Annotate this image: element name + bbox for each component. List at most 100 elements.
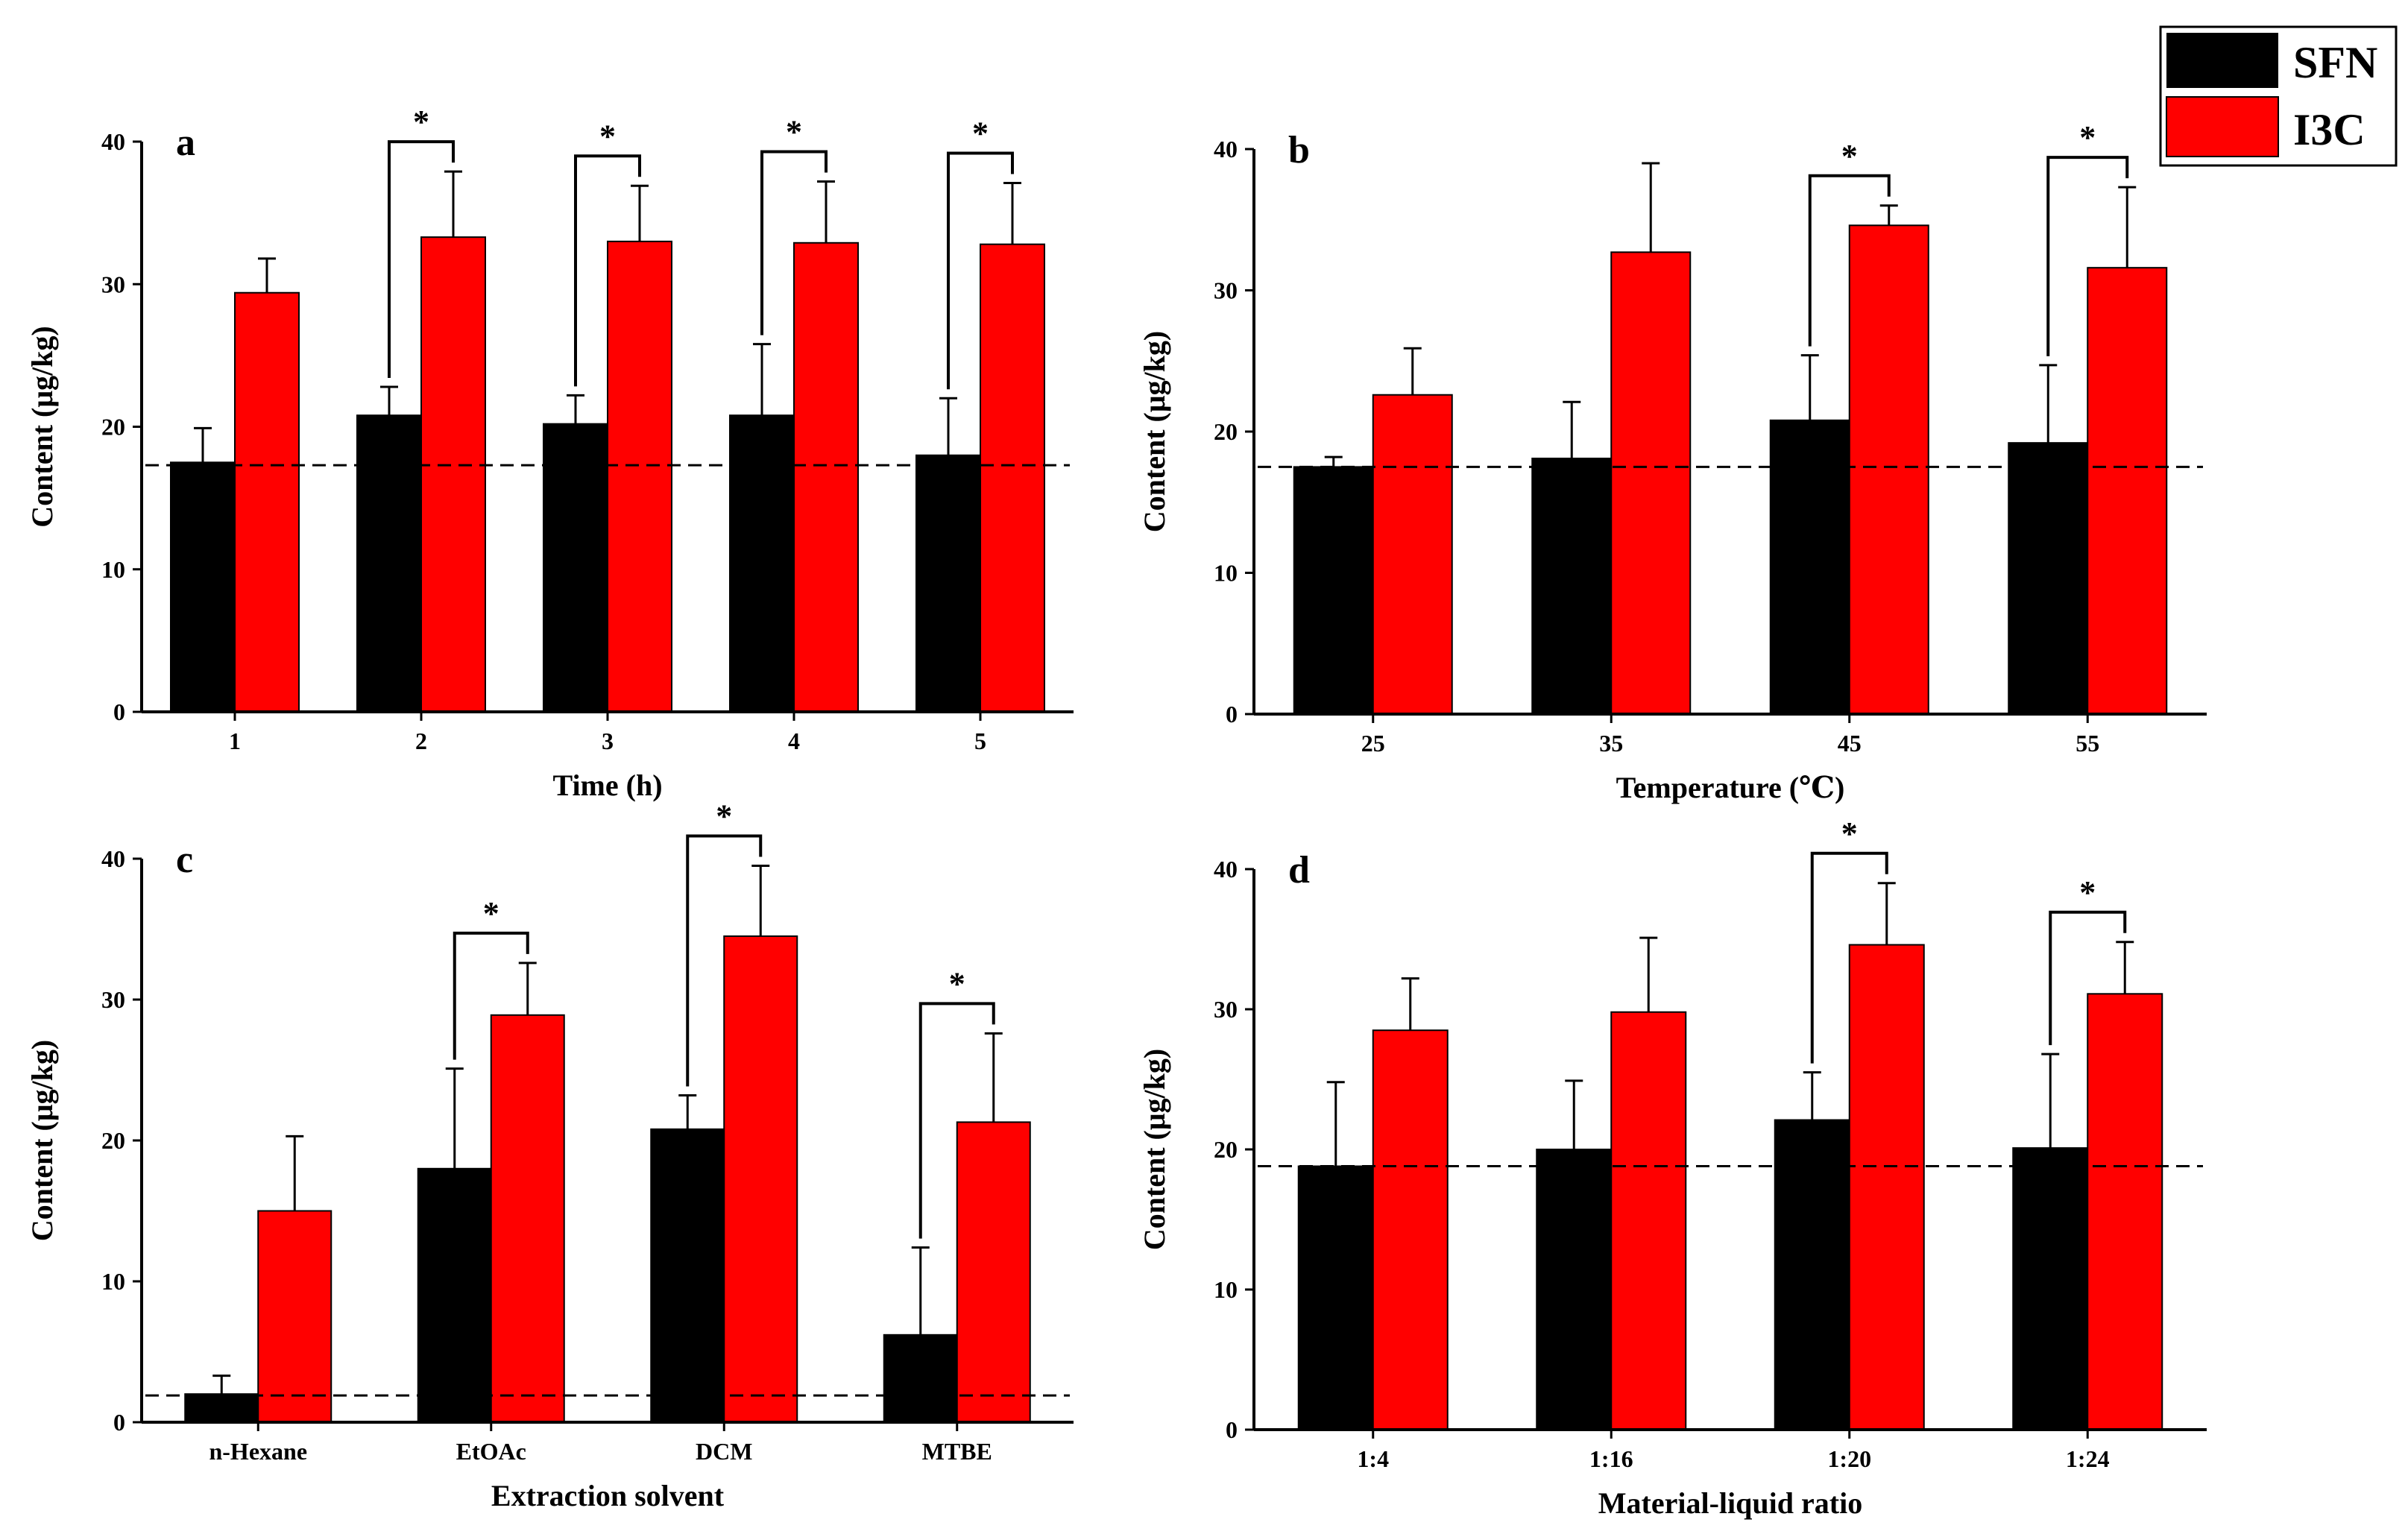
x-tick-label-DCM: DCM (696, 1438, 752, 1465)
y-tick-label-30: 30 (1214, 277, 1238, 304)
significance-star-1:24: * (2079, 874, 2096, 911)
x-tick-label-5: 5 (974, 728, 986, 754)
x-tick-label-1: 1 (229, 728, 241, 754)
bar-sfn-1:16 (1536, 1149, 1613, 1430)
significance-star-MTBE: * (949, 965, 965, 1002)
y-tick-label-40: 40 (101, 128, 125, 155)
x-tick-label-1:16: 1:16 (1589, 1445, 1633, 1472)
y-tick-label-20: 20 (101, 414, 125, 441)
bar-i3c-MTBE (956, 1121, 1031, 1424)
bar-i3c-45 (1848, 224, 1929, 715)
bar-sfn-n-Hexane (184, 1393, 259, 1423)
legend-swatch-i3c (2166, 96, 2279, 157)
panel-d: * * 0 10 20 30 40 1:4 1:16 1:20 1:24 Material-liqui… (1138, 815, 2207, 1520)
y-tick-label-30: 30 (101, 986, 125, 1013)
bar-sfn-45 (1769, 419, 1850, 716)
bar-sfn-5 (915, 454, 981, 713)
x-tick-label-1:20: 1:20 (1827, 1445, 1871, 1472)
x-tick-label-MTBE: MTBE (922, 1438, 992, 1465)
y-tick-label-0: 0 (113, 698, 125, 725)
panel-letter: a (176, 121, 195, 164)
panel-letter: c (176, 839, 193, 881)
significance-star-2: * (413, 104, 429, 140)
legend: SFN I3C (2159, 25, 2398, 167)
significance-bracket-3 (574, 154, 641, 387)
y-axis-title: Content (μg/kg) (25, 326, 59, 527)
bar-i3c-EtOAc (490, 1014, 565, 1424)
significance-star-5: * (972, 115, 989, 151)
y-tick-label-0: 0 (113, 1409, 125, 1436)
bar-sfn-55 (2008, 442, 2089, 715)
bar-sfn-MTBE (883, 1334, 958, 1423)
bar-sfn-1:24 (2012, 1147, 2089, 1430)
significance-star-55: * (2079, 119, 2096, 156)
y-tick-label-10: 10 (101, 1268, 125, 1295)
bar-i3c-2 (420, 236, 486, 713)
y-tick-label-10: 10 (1214, 1276, 1238, 1303)
bar-i3c-5 (980, 243, 1045, 713)
x-tick-label-2: 2 (415, 728, 427, 754)
x-axis-title: Extraction solvent (491, 1479, 725, 1512)
bar-i3c-1 (234, 291, 300, 713)
y-tick-label-30: 30 (101, 271, 125, 297)
significance-star-1:20: * (1841, 815, 1858, 852)
bar-i3c-55 (2087, 267, 2168, 715)
bar-sfn-2 (356, 414, 422, 713)
y-axis-title: Content (μg/kg) (1138, 331, 1171, 532)
x-tick-label-45: 45 (1838, 730, 1862, 757)
y-tick-label-20: 20 (1214, 418, 1238, 445)
significance-bracket-45 (1808, 174, 1891, 347)
y-tick-label-10: 10 (101, 556, 125, 583)
y-tick-label-0: 0 (1226, 701, 1238, 728)
significance-star-3: * (599, 118, 616, 154)
bar-i3c-DCM (723, 935, 798, 1423)
significance-bracket-1:20 (1810, 851, 1888, 1064)
panel-c: * * * 0 10 20 30 40 n-Hexane EtOAc DCM MTBE Extracti… (25, 798, 1074, 1512)
x-tick-label-n-Hexane: n-Hexane (209, 1438, 307, 1465)
y-tick-label-30: 30 (1214, 996, 1238, 1023)
y-tick-label-40: 40 (1214, 136, 1238, 162)
y-tick-label-20: 20 (1214, 1136, 1238, 1163)
significance-star-DCM: * (716, 798, 732, 834)
bar-sfn-1 (170, 461, 236, 713)
bar-i3c-25 (1372, 394, 1453, 715)
bar-i3c-1:24 (2087, 993, 2163, 1430)
x-axis-title: Time (h) (552, 768, 662, 802)
significance-bracket-55 (2046, 156, 2129, 356)
bar-i3c-1:16 (1610, 1011, 1687, 1430)
y-tick-label-40: 40 (101, 845, 125, 872)
x-tick-label-EtOAc: EtOAc (456, 1438, 526, 1465)
y-axis-title: Content (μg/kg) (25, 1040, 59, 1241)
x-tick-label-35: 35 (1599, 730, 1623, 757)
significance-bracket-EtOAc (453, 931, 529, 1060)
bar-i3c-4 (793, 242, 859, 713)
significance-bracket-1:24 (2049, 910, 2127, 1046)
y-tick-label-0: 0 (1226, 1416, 1238, 1443)
significance-star-EtOAc: * (483, 895, 499, 932)
bar-sfn-1:4 (1297, 1165, 1374, 1431)
x-axis-title: Temperature (℃) (1616, 771, 1845, 804)
bar-sfn-3 (543, 423, 608, 713)
significance-bracket-5 (947, 151, 1014, 390)
significance-star-4: * (786, 114, 802, 151)
x-tick-label-4: 4 (788, 728, 800, 754)
x-axis-title: Material-liquid ratio (1598, 1486, 1862, 1520)
y-tick-label-20: 20 (101, 1127, 125, 1154)
x-tick-label-55: 55 (2076, 730, 2099, 757)
significance-bracket-DCM (686, 834, 763, 1087)
panel-b: * * 0 10 20 30 40 25 35 45 55 Temperature (℃) Conten… (1138, 119, 2207, 804)
legend-label-i3c: I3C (2293, 105, 2366, 154)
x-tick-label-3: 3 (602, 728, 614, 754)
legend-swatch-sfn (2166, 33, 2278, 88)
panel-letter: d (1288, 849, 1310, 891)
bar-sfn-4 (729, 414, 795, 713)
bar-sfn-DCM (650, 1128, 725, 1423)
x-tick-label-1:24: 1:24 (2066, 1445, 2110, 1472)
bar-i3c-35 (1610, 251, 1692, 715)
bar-i3c-n-Hexane (257, 1210, 332, 1423)
bar-sfn-35 (1531, 458, 1613, 715)
panel-letter: b (1288, 129, 1310, 171)
bar-sfn-EtOAc (417, 1167, 492, 1424)
bar-sfn-25 (1293, 466, 1374, 715)
